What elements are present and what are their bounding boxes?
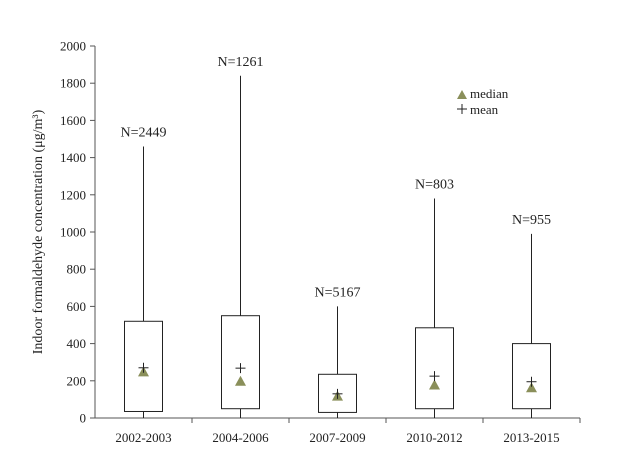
- iqr-box: [221, 315, 260, 410]
- legend-mean-label: mean: [470, 102, 499, 117]
- n-label: N=1261: [217, 55, 263, 70]
- n-label: N=803: [415, 178, 454, 193]
- y-tick-label: 1000: [60, 225, 86, 240]
- n-label: N=5167: [314, 285, 360, 300]
- iqr-box: [512, 343, 551, 410]
- box-2007-2009: N=5167: [314, 285, 361, 418]
- y-tick-label: 1200: [60, 187, 86, 202]
- x-tick-label: 2004-2006: [212, 430, 269, 445]
- n-label: N=955: [512, 213, 551, 228]
- legend-median-marker: [457, 90, 467, 99]
- box-2004-2006: N=1261: [217, 55, 264, 418]
- legend: median mean: [457, 86, 509, 117]
- legend-mean-marker: [457, 104, 467, 114]
- median-marker: [235, 375, 246, 386]
- x-tick-label: 2013-2015: [503, 430, 559, 445]
- y-tick-label: 600: [67, 299, 87, 314]
- mean-marker: [332, 388, 343, 399]
- median-marker: [429, 379, 440, 390]
- x-tick-label: 2010-2012: [406, 430, 462, 445]
- iqr-box: [415, 327, 454, 410]
- y-tick-label: 200: [67, 373, 87, 388]
- y-tick-label: 400: [67, 336, 87, 351]
- mean-marker: [429, 371, 440, 382]
- y-tick-label: 1400: [60, 150, 86, 165]
- y-tick-label: 1800: [60, 76, 86, 91]
- box-2002-2003: N=2449: [120, 125, 167, 418]
- y-tick-label: 800: [67, 262, 87, 277]
- x-tick-label: 2002-2003: [115, 430, 171, 445]
- y-tick-label: 1600: [60, 113, 86, 128]
- median-marker: [526, 382, 537, 393]
- y-axis-label: Indoor formaldehyde concentration (μg/m³…: [31, 109, 46, 354]
- axes: 0 200 400 600 800 1000 1200 1400 1600 1800 2000 200…: [60, 39, 581, 445]
- mean-marker: [138, 362, 149, 373]
- box-2013-2015: N=955: [512, 213, 551, 418]
- mean-marker: [235, 363, 246, 374]
- mean-marker: [526, 376, 537, 387]
- y-tick-label: 2000: [60, 39, 86, 54]
- y-tick-label: 0: [80, 411, 87, 426]
- x-tick-label: 2007-2009: [309, 430, 365, 445]
- n-label: N=2449: [120, 125, 166, 140]
- legend-median-label: median: [470, 86, 509, 101]
- box-series: N=2449 N=1261 N=5167 N=803 N=955: [120, 55, 551, 418]
- box-2010-2012: N=803: [415, 178, 454, 418]
